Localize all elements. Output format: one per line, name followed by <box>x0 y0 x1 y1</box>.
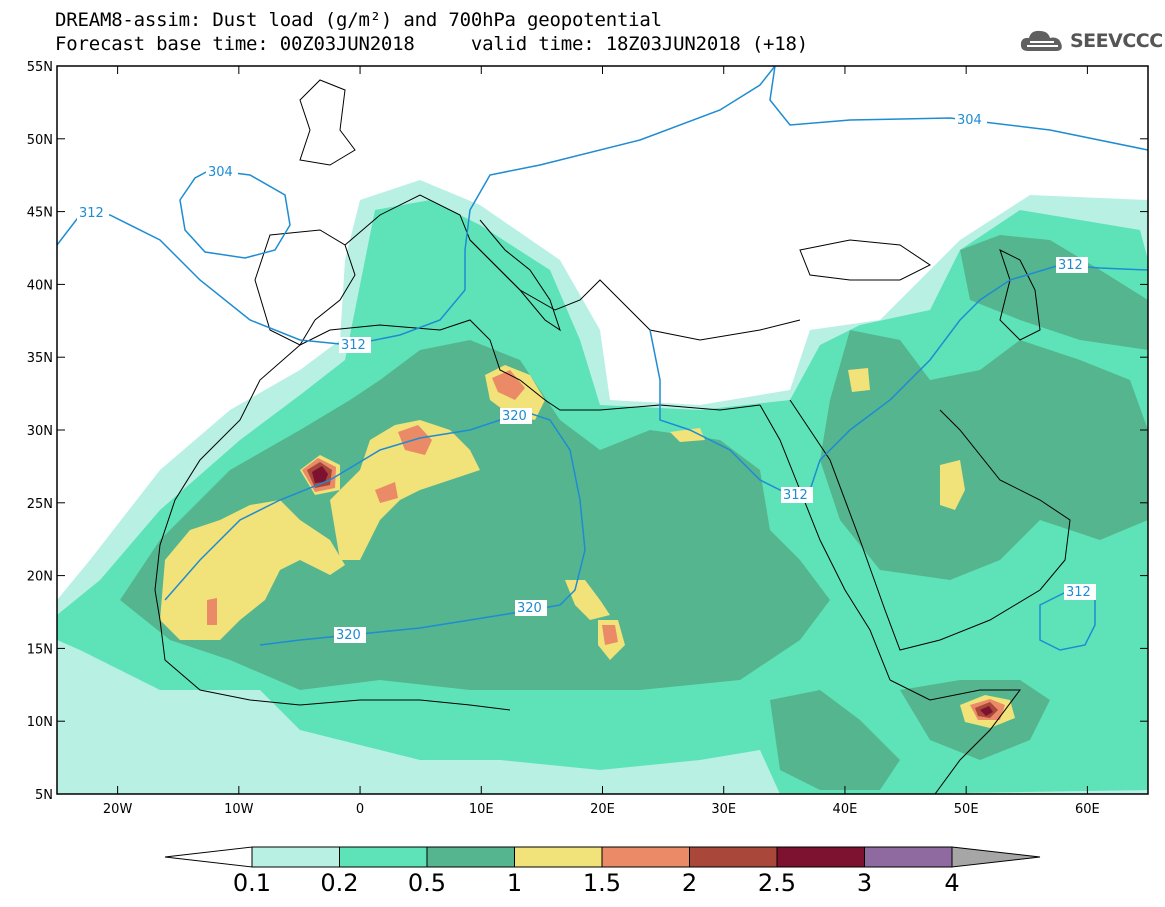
coastline-britain <box>299 79 356 166</box>
seevccc-logo: SEEVCCC <box>1018 26 1163 56</box>
coastline-europe <box>344 194 801 341</box>
lon-tick-label: 10W <box>224 802 254 817</box>
lat-tick-label: 55N <box>27 60 53 75</box>
isoline-label: 312 <box>783 488 808 503</box>
coastline-north-africa <box>299 319 761 411</box>
lat-tick-label: 40N <box>27 278 53 293</box>
lat-tick-label: 25N <box>27 497 53 512</box>
colorbar: 0.1 0.2 0.5 1 1.5 2 2.5 3 4 <box>164 846 1041 897</box>
coastline-horn-of-africa <box>889 679 1021 794</box>
lon-tick-label: 40E <box>833 802 858 817</box>
dust-shading <box>57 180 1148 794</box>
colorbar-swatch <box>776 846 865 868</box>
lat-tick-label: 35N <box>27 351 53 366</box>
colorbar-level-label: 1.5 <box>583 869 621 897</box>
colorbar-swatch <box>514 846 603 868</box>
colorbar-level-label: 0.1 <box>233 869 271 897</box>
colorbar-level-label: 1 <box>507 869 522 897</box>
dust-level-1-5 <box>207 598 217 625</box>
colorbar-swatch <box>864 846 953 868</box>
lon-tick-label: 20W <box>103 802 133 817</box>
isoline-label: 320 <box>517 601 542 616</box>
logo-text: SEEVCCC <box>1070 30 1163 52</box>
isoline-label: 304 <box>208 165 233 180</box>
dust-level-1 <box>940 460 965 510</box>
dust-level-2-5 <box>980 706 993 716</box>
lat-tick-label: 30N <box>27 424 53 439</box>
map-subtitle: Forecast base time: 00Z03JUN2018 valid t… <box>55 33 809 55</box>
colorbar-arrow-high <box>951 846 1041 868</box>
colorbar-level-label: 3 <box>857 869 872 897</box>
isoline-label: 320 <box>502 409 527 424</box>
lat-tick-label: 50N <box>27 133 53 148</box>
map-title: DREAM8-assim: Dust load (g/m²) and 700hP… <box>55 9 662 31</box>
lon-tick-label: 20E <box>590 802 615 817</box>
dust-level-1-5 <box>602 625 618 645</box>
dust-level-1 <box>330 420 480 560</box>
lat-tick-label: 15N <box>27 642 53 657</box>
dust-level-1 <box>848 368 870 392</box>
dust-level-1 <box>670 428 705 442</box>
isoline-312-west <box>57 66 776 346</box>
colorbar-swatch <box>339 846 428 868</box>
isoline-label: 312 <box>341 338 366 353</box>
colorbar-level-label: 0.5 <box>408 869 446 897</box>
isoline-304-north <box>769 66 1148 151</box>
colorbar-swatch <box>251 846 340 868</box>
dust-level-1 <box>565 580 610 620</box>
lat-tick-label: 5N <box>35 788 53 803</box>
colorbar-level-label: 0.2 <box>320 869 358 897</box>
lat-tick-label: 45N <box>27 206 53 221</box>
map-axes: 20W 10W 0 10E 20E 30E 40E 50E 60E 5N 10N 15N 20N 25N 3… <box>27 60 1148 817</box>
coastline-west-africa <box>154 344 511 711</box>
coastline-arabia <box>789 399 1071 651</box>
coastline-italy <box>469 219 561 332</box>
lon-tick-label: 0 <box>356 802 364 817</box>
coastline-red-sea <box>759 404 891 681</box>
lon-tick-label: 30E <box>711 802 736 817</box>
coastlines <box>154 79 1071 794</box>
colorbar-level-label: 2 <box>682 869 697 897</box>
isoline-304-atlantic <box>179 169 291 259</box>
isoline-label: 312 <box>79 206 104 221</box>
lon-tick-label: 60E <box>1075 802 1100 817</box>
lat-tick-label: 20N <box>27 570 53 585</box>
coastline-iberia <box>254 229 356 346</box>
isoline-label: 312 <box>1058 258 1083 273</box>
isoline-320 <box>164 409 586 646</box>
isoline-label: 304 <box>957 113 982 128</box>
isoline-label: 320 <box>336 628 361 643</box>
isoline-label: 312 <box>1066 585 1091 600</box>
geopotential-isolines <box>57 66 1148 651</box>
lon-tick-label: 50E <box>954 802 979 817</box>
coastline-black-sea <box>799 239 931 281</box>
dust-level-1 <box>160 500 345 640</box>
dust-level-0-5 <box>120 340 830 690</box>
dust-level-0-5 <box>770 690 900 790</box>
dust-level-2-5 <box>312 466 328 483</box>
colorbar-swatch <box>426 846 515 868</box>
isoline-312-east-red-sea <box>649 264 1148 496</box>
colorbar-level-label: 2.5 <box>758 869 796 897</box>
cloud-icon <box>1020 30 1062 51</box>
dust-level-1-5 <box>492 370 525 400</box>
colorbar-swatch <box>689 846 778 868</box>
lon-tick-label: 10E <box>469 802 494 817</box>
isoline-labels: 304 312 312 320 320 320 312 304 312 312 <box>77 112 1096 643</box>
dust-level-0-5 <box>960 235 1148 350</box>
colorbar-level-label: 4 <box>944 869 959 897</box>
colorbar-swatch <box>601 846 690 868</box>
coastline-caspian <box>999 249 1041 341</box>
dust-level-1-5 <box>375 482 398 503</box>
colorbar-arrow-low <box>164 846 253 868</box>
lat-tick-label: 10N <box>27 715 53 730</box>
